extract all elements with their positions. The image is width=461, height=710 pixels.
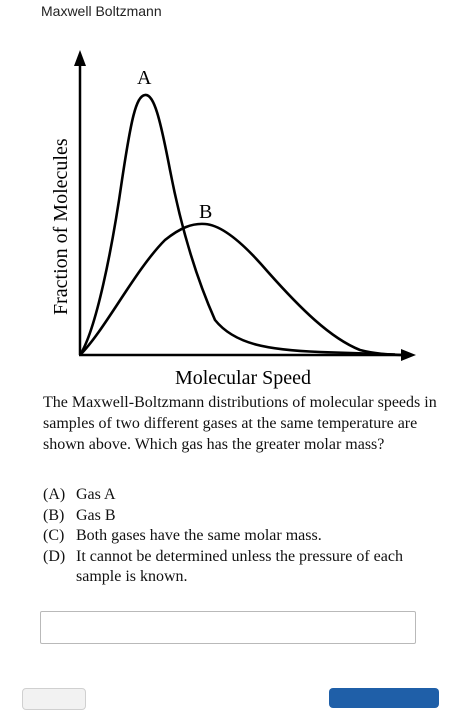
option-letter: (C) <box>43 527 65 544</box>
option-c: (C) Both gases have the same molar mass. <box>43 526 438 547</box>
answer-options: (A) Gas A (B) Gas B (C) Both gases have … <box>43 485 438 588</box>
x-axis-label: Molecular Speed <box>175 367 311 389</box>
back-button[interactable] <box>22 688 86 710</box>
curve-a <box>78 93 396 356</box>
option-a: (A) Gas A <box>43 485 438 506</box>
submit-button[interactable] <box>329 688 439 708</box>
x-axis-arrow <box>401 349 416 361</box>
option-letter: (D) <box>43 547 66 565</box>
y-axis-arrow <box>74 50 86 66</box>
option-text: Gas B <box>76 506 116 524</box>
page-title: Maxwell Boltzmann <box>41 3 162 19</box>
question-text: The Maxwell-Boltzmann distributions of m… <box>43 394 437 453</box>
option-d: (D) It cannot be determined unless the p… <box>43 547 438 588</box>
y-axis-label: Fraction of Molecules <box>50 138 72 315</box>
option-letter: (B) <box>43 506 65 524</box>
curve-a-label: A <box>137 67 152 89</box>
option-b: (B) Gas B <box>43 506 438 527</box>
option-text: Both gases have the same molar mass. <box>76 527 322 544</box>
answer-input[interactable] <box>40 611 416 644</box>
option-text: Gas A <box>76 486 116 503</box>
option-letter: (A) <box>43 486 66 503</box>
maxwell-boltzmann-graph: A B Fraction of Molecules Molecular Spee… <box>50 50 416 389</box>
curve-b <box>79 222 403 357</box>
curve-b-label: B <box>199 201 212 223</box>
option-text: It cannot be determined unless the press… <box>76 547 403 586</box>
